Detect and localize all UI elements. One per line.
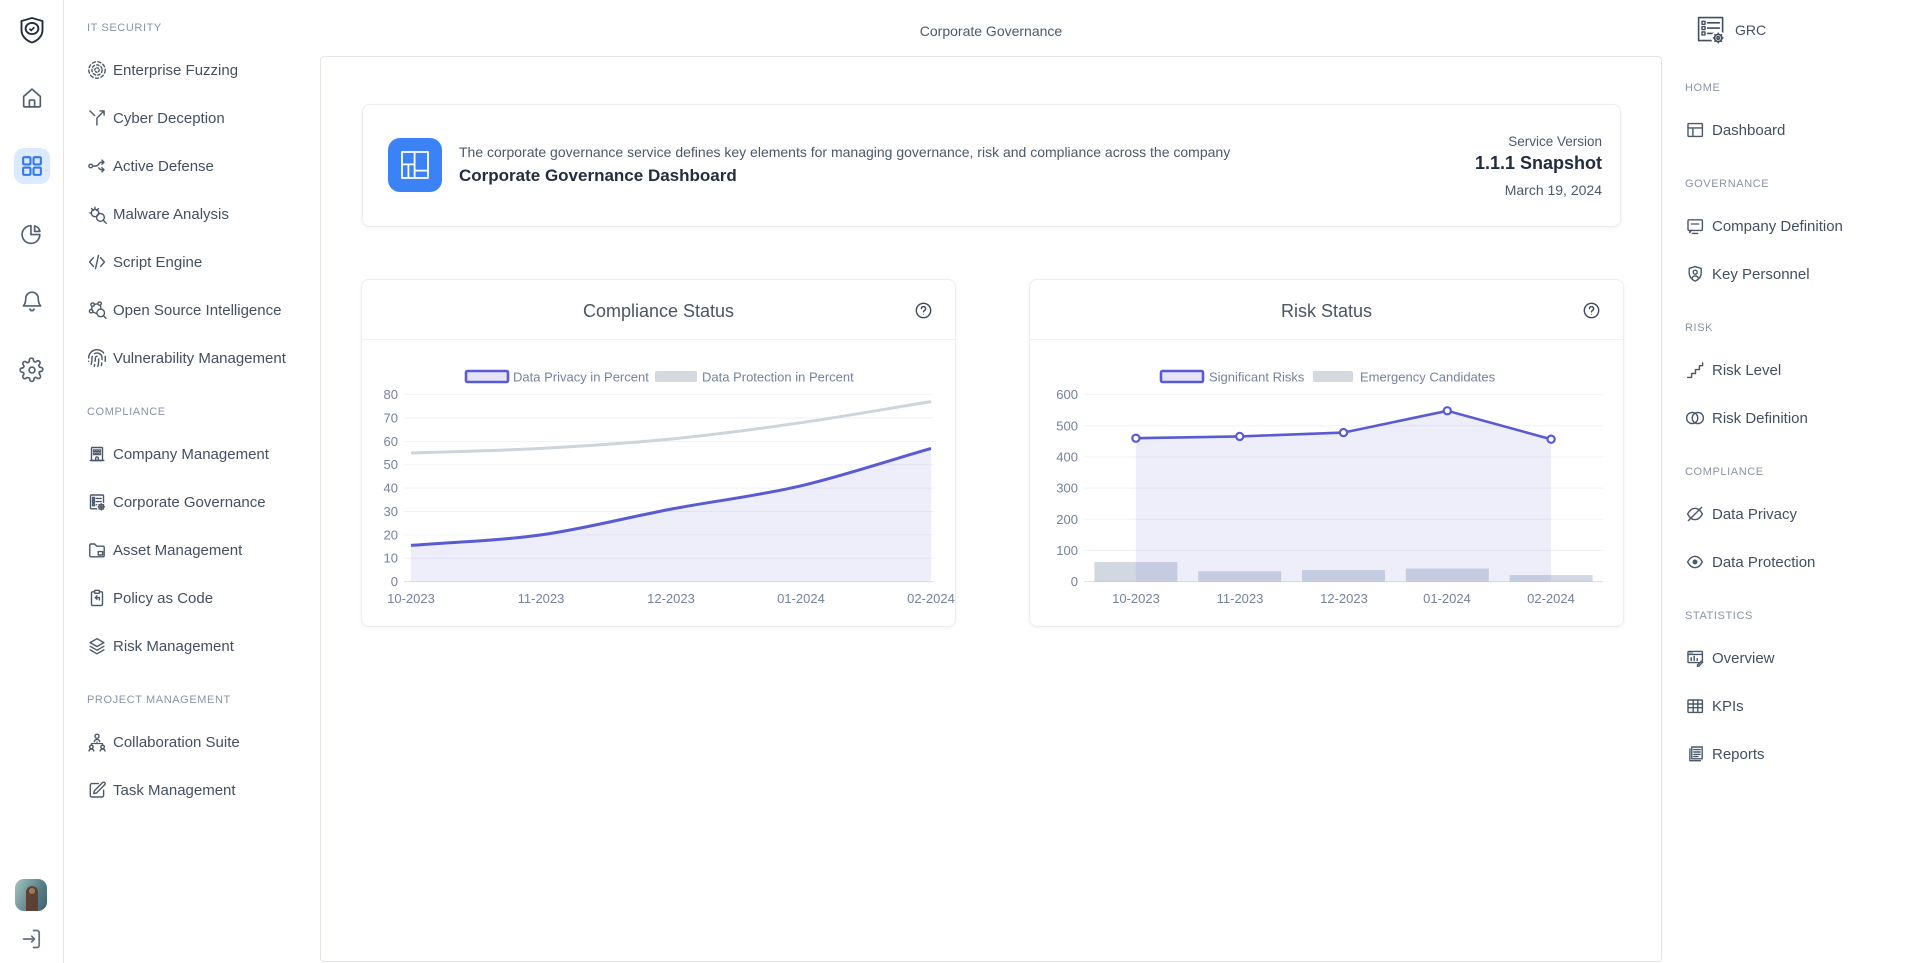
svg-text:80: 80 bbox=[384, 387, 398, 402]
svg-text:70: 70 bbox=[384, 411, 398, 426]
svg-text:600: 600 bbox=[1056, 387, 1078, 402]
svg-text:01-2024: 01-2024 bbox=[777, 591, 825, 606]
svg-text:500: 500 bbox=[1056, 418, 1078, 433]
svg-text:0: 0 bbox=[1071, 574, 1078, 589]
svg-text:300: 300 bbox=[1056, 481, 1078, 496]
svg-text:10-2023: 10-2023 bbox=[387, 591, 435, 606]
svg-text:20: 20 bbox=[384, 527, 398, 542]
svg-text:10: 10 bbox=[384, 551, 398, 566]
svg-text:11-2023: 11-2023 bbox=[1217, 591, 1264, 606]
svg-text:02-2024: 02-2024 bbox=[1527, 591, 1575, 606]
svg-text:Data Privacy in Percent: Data Privacy in Percent bbox=[513, 370, 649, 385]
svg-text:100: 100 bbox=[1056, 543, 1078, 558]
svg-text:Significant Risks: Significant Risks bbox=[1209, 370, 1305, 385]
svg-text:12-2023: 12-2023 bbox=[1320, 591, 1368, 606]
svg-text:30: 30 bbox=[384, 504, 398, 519]
svg-text:Emergency Candidates: Emergency Candidates bbox=[1360, 370, 1496, 385]
svg-text:200: 200 bbox=[1056, 512, 1078, 527]
svg-text:10-2023: 10-2023 bbox=[1112, 591, 1160, 606]
svg-text:11-2023: 11-2023 bbox=[518, 591, 565, 606]
svg-text:02-2024: 02-2024 bbox=[907, 591, 955, 606]
svg-text:0: 0 bbox=[391, 574, 398, 589]
svg-text:01-2024: 01-2024 bbox=[1423, 591, 1471, 606]
svg-text:12-2023: 12-2023 bbox=[647, 591, 695, 606]
svg-text:Data Protection in Percent: Data Protection in Percent bbox=[702, 370, 854, 385]
svg-text:60: 60 bbox=[384, 434, 398, 449]
svg-text:50: 50 bbox=[384, 457, 398, 472]
svg-text:400: 400 bbox=[1056, 449, 1078, 464]
svg-text:40: 40 bbox=[384, 481, 398, 496]
